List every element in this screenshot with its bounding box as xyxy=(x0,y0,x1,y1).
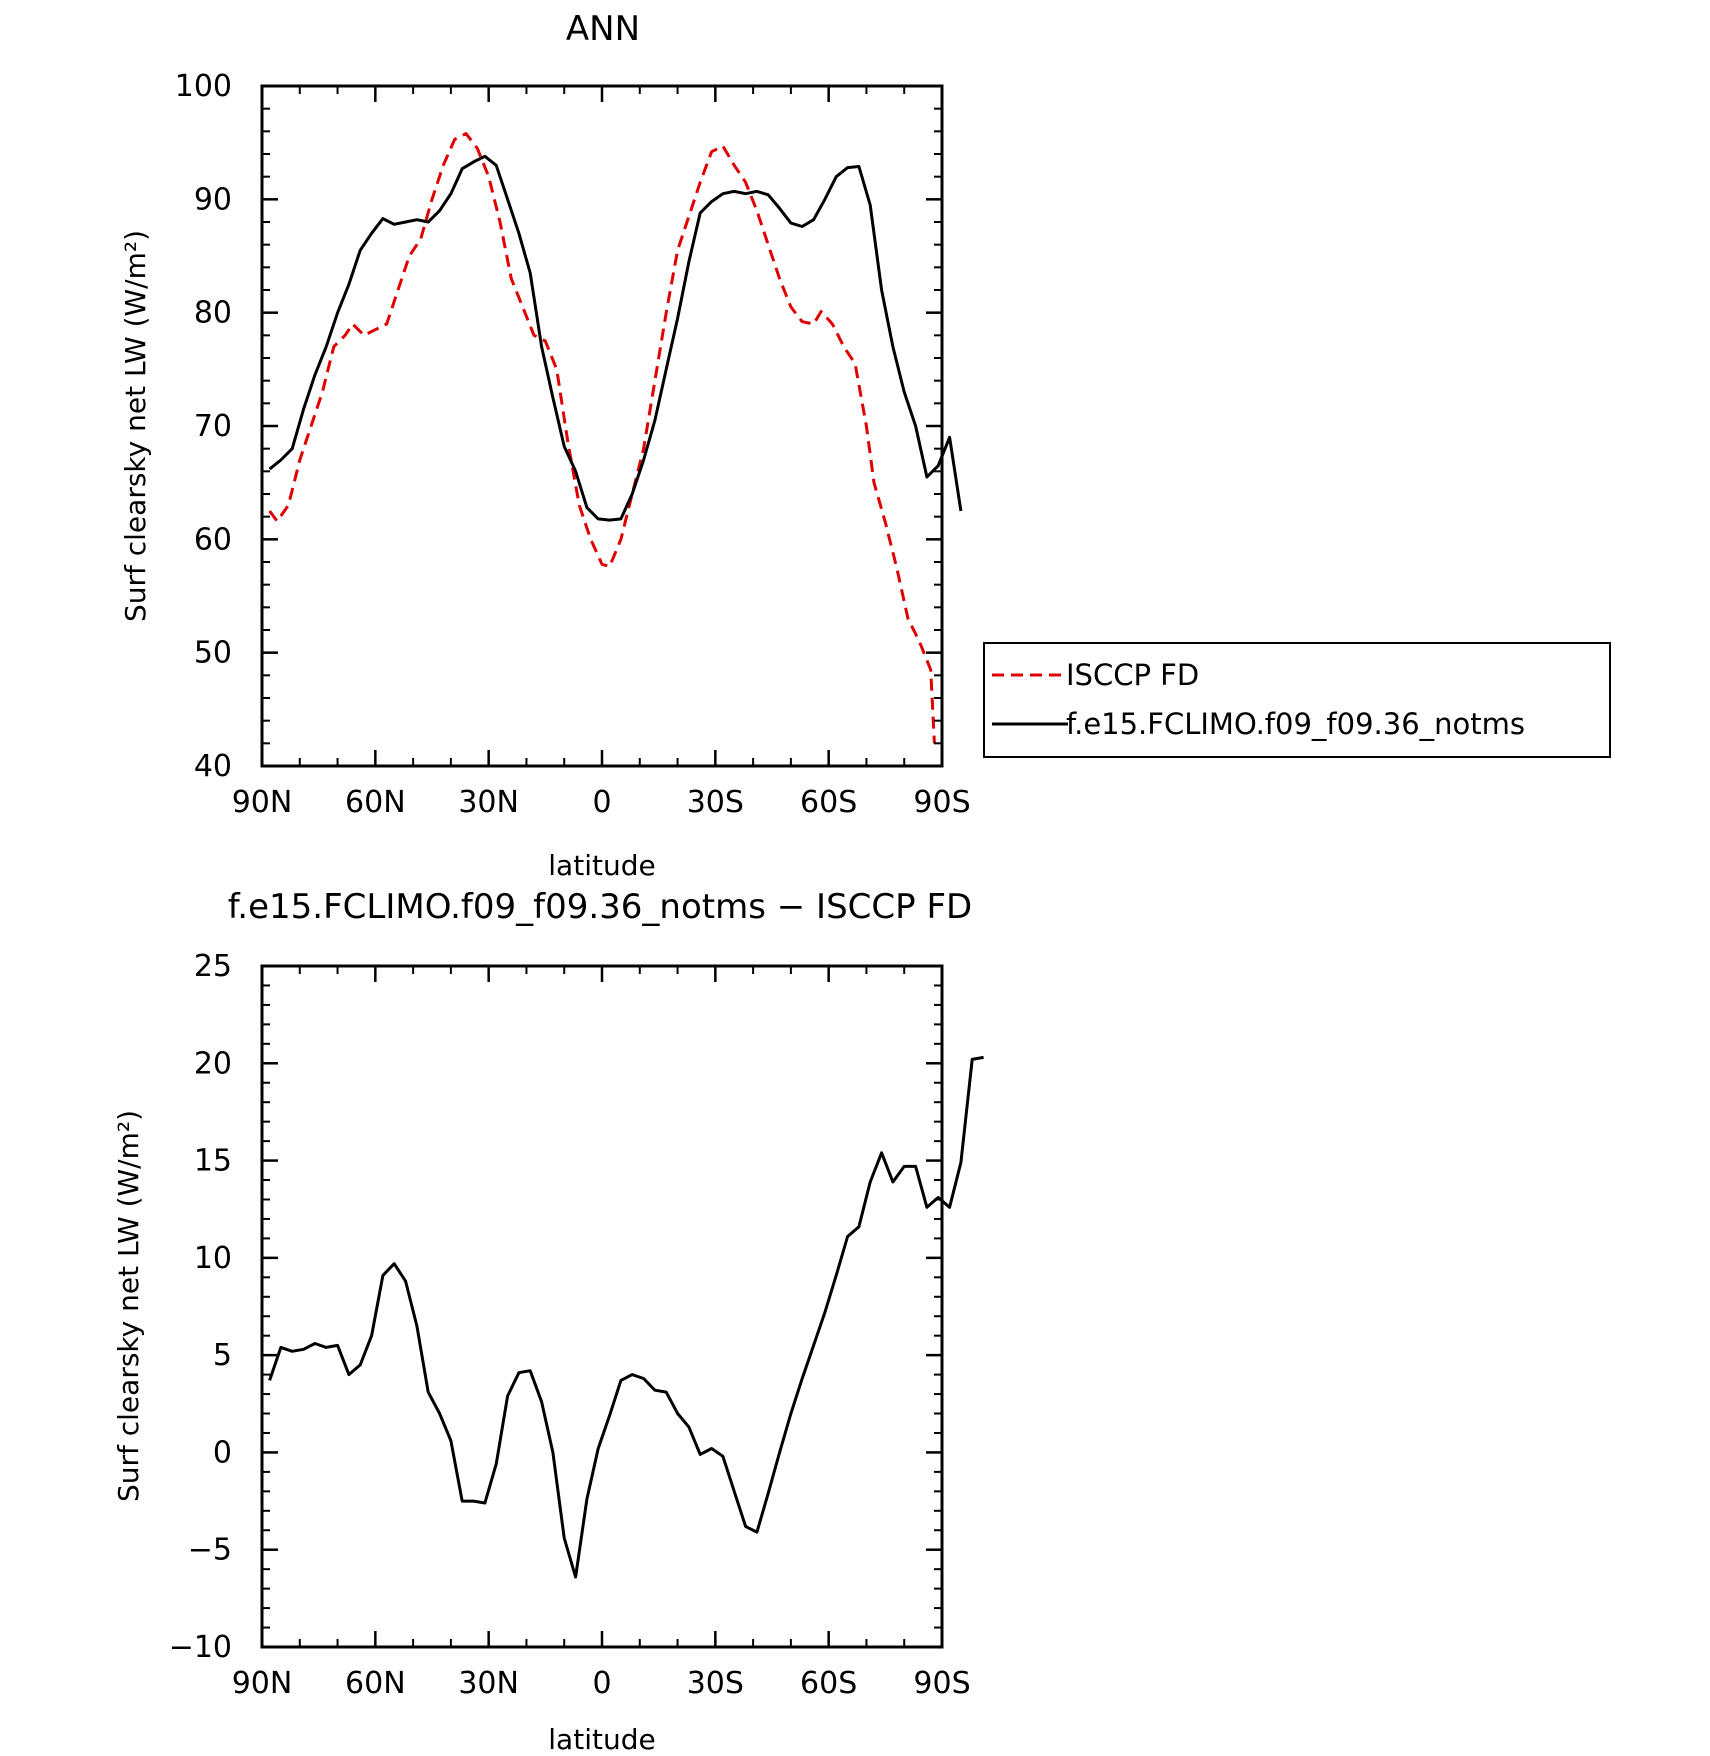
top-y-tick-label: 80 xyxy=(194,296,232,331)
bottom-x-tick-label: 30N xyxy=(458,1666,519,1701)
bottom-x-tick-label: 90S xyxy=(913,1666,970,1701)
bottom-y-tick-label: 15 xyxy=(194,1144,232,1179)
top-series-line-isccp-fd xyxy=(268,132,936,744)
top-x-axis-title: latitude xyxy=(548,849,655,882)
bottom-y-tick-label: −5 xyxy=(188,1533,232,1568)
bottom-plot-frame xyxy=(260,964,944,1649)
top-plot-title: ANN xyxy=(566,9,640,49)
bottom-plot: f.e15.FCLIMO.f09_f09.36_notms − ISCCP FD… xyxy=(112,887,984,1756)
top-y-tick-label: 60 xyxy=(194,522,232,557)
bottom-y-axis-title: Surf clearsky net LW (W/m²) xyxy=(112,1110,145,1502)
bottom-plot-title: f.e15.FCLIMO.f09_f09.36_notms − ISCCP FD xyxy=(228,887,972,927)
top-plot-frame xyxy=(260,84,944,768)
bottom-series-line-difference xyxy=(268,1055,984,1579)
bottom-x-tick-label: 0 xyxy=(592,1666,611,1701)
bottom-x-tick-label: 60N xyxy=(345,1666,406,1701)
top-x-tick-label: 30S xyxy=(687,785,744,820)
top-plot: ANN 90N 60N 30N 0 30S 60S 90S 40 50 60 70 80 90 100 l… xyxy=(119,9,971,882)
bottom-y-tick-label: 0 xyxy=(213,1435,232,1470)
bottom-y-tick-label: 10 xyxy=(194,1241,232,1276)
top-y-axis-title: Surf clearsky net LW (W/m²) xyxy=(119,230,152,622)
bottom-x-tick-label: 30S xyxy=(687,1666,744,1701)
top-y-tick-label: 70 xyxy=(194,409,232,444)
bottom-y-tick-label: −10 xyxy=(169,1630,232,1665)
top-x-tick-label: 30N xyxy=(458,785,519,820)
top-y-tick-label: 90 xyxy=(194,182,232,217)
top-x-tick-label: 90N xyxy=(232,785,293,820)
top-x-tick-label: 90S xyxy=(913,785,970,820)
top-x-tick-label: 60S xyxy=(800,785,857,820)
legend: ISCCP FD f.e15.FCLIMO.f09_f09.36_notms xyxy=(983,642,1611,758)
top-series-line-model xyxy=(268,154,963,522)
bottom-y-tick-label: 20 xyxy=(194,1046,232,1081)
bottom-x-tick-label: 90N xyxy=(232,1666,293,1701)
legend-label-isccp: ISCCP FD xyxy=(1066,658,1199,692)
legend-label-model: f.e15.FCLIMO.f09_f09.36_notms xyxy=(1066,707,1525,741)
top-y-tick-label: 40 xyxy=(194,749,232,784)
top-y-tick-label: 50 xyxy=(194,636,232,671)
bottom-y-tick-label: 5 xyxy=(213,1338,232,1373)
bottom-x-axis-title: latitude xyxy=(548,1723,655,1756)
bottom-y-tick-label: 25 xyxy=(194,949,232,984)
top-x-tick-label: 60N xyxy=(345,785,406,820)
bottom-x-tick-label: 60S xyxy=(800,1666,857,1701)
top-x-tick-label: 0 xyxy=(592,785,611,820)
top-y-tick-label: 100 xyxy=(175,69,232,104)
legend-box xyxy=(983,642,1611,758)
